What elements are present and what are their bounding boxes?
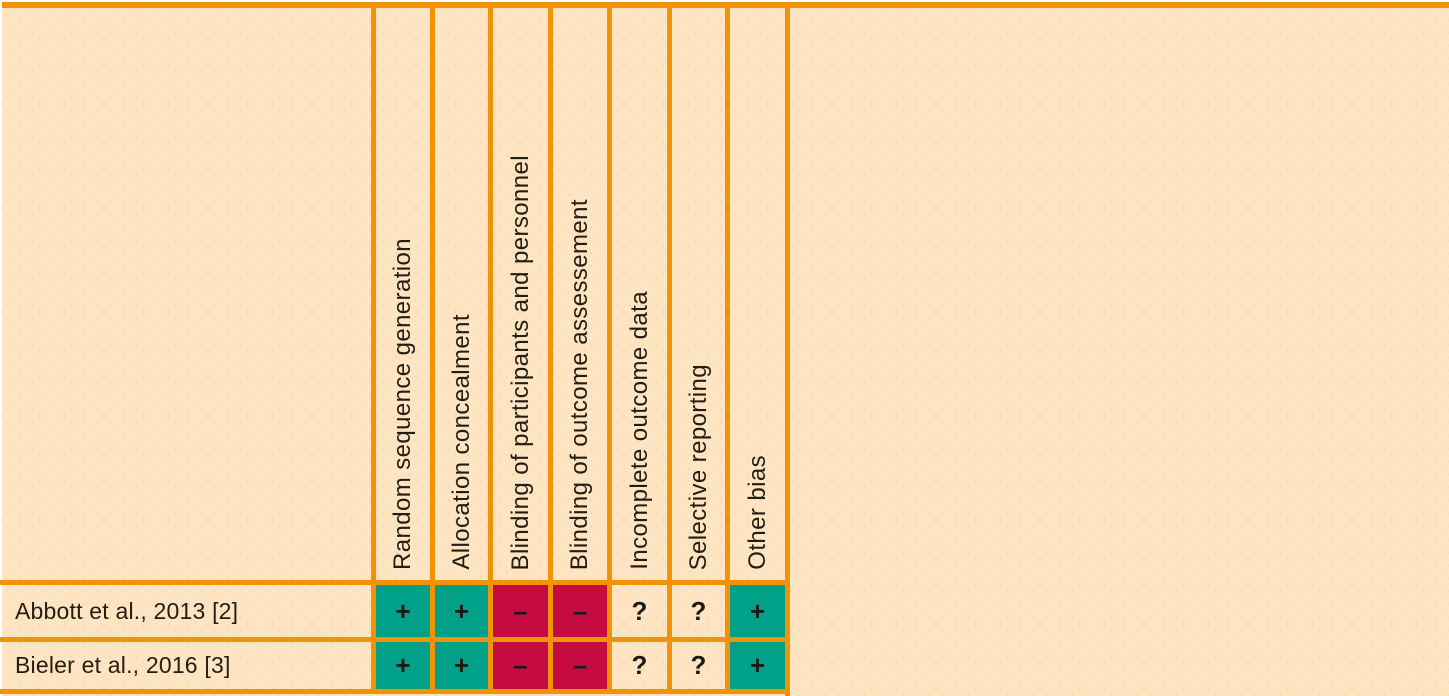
- judgment-cell: ?: [631, 595, 648, 626]
- judgment-cell: –: [553, 642, 607, 689]
- judgment-cell: ?: [631, 650, 648, 680]
- column-header-label: Incomplete outcome data: [625, 291, 653, 570]
- row-separator-line: [0, 580, 790, 585]
- column-header-blinding-outcome-assessment: Blinding of outcome assessement: [553, 8, 607, 580]
- judgment-cell: +: [376, 585, 430, 637]
- judgment-cell: +: [435, 642, 488, 689]
- row-label-abbott-2013: Abbott et al., 2013 [2]: [15, 597, 239, 624]
- judgment-cell: +: [730, 642, 785, 689]
- grid-vline: [371, 2, 376, 694]
- grid-vline: [548, 2, 553, 694]
- column-header-allocation-concealment: Allocation concealment: [435, 8, 488, 580]
- row-label-bieler-2016: Bieler et al., 2016 [3]: [15, 652, 231, 678]
- grid-vline: [667, 2, 672, 694]
- grid-vline: [607, 2, 612, 694]
- grid-vline: [488, 2, 493, 694]
- column-header-label: Random sequence generation: [389, 238, 416, 570]
- left-edge-sliver: [0, 0, 2, 696]
- top-edge-sliver: [0, 0, 1449, 2]
- column-header-label: Selective reporting: [684, 363, 712, 570]
- judgment-cell: ?: [690, 595, 707, 626]
- judgment-cell: –: [493, 585, 548, 637]
- column-header-random-sequence-generation: Random sequence generation: [376, 8, 430, 580]
- bottom-border-line: [0, 689, 790, 694]
- column-header-label: Other bias: [743, 455, 771, 570]
- judgment-cell: –: [493, 642, 548, 689]
- grid-vline: [725, 2, 730, 694]
- judgment-cell: –: [553, 585, 607, 637]
- row-separator-line: [0, 637, 790, 642]
- column-header-blinding-participants-personnel: Blinding of participants and personnel: [493, 8, 548, 580]
- judgment-cell: +: [376, 642, 430, 689]
- judgment-cell: ?: [690, 650, 707, 680]
- column-header-label: Blinding of outcome assessement: [566, 198, 593, 570]
- column-header-other-bias: Other bias: [730, 8, 785, 580]
- column-header-label: Blinding of participants and personnel: [506, 154, 534, 570]
- column-header-incomplete-outcome-data: Incomplete outcome data: [612, 8, 667, 580]
- column-header-selective-reporting: Selective reporting: [672, 8, 725, 580]
- judgment-cell: +: [730, 585, 785, 637]
- judgment-cell: +: [435, 585, 488, 637]
- grid-vline: [430, 2, 435, 694]
- column-header-label: Allocation concealment: [447, 314, 475, 570]
- grid-vline-right-border: [785, 2, 790, 696]
